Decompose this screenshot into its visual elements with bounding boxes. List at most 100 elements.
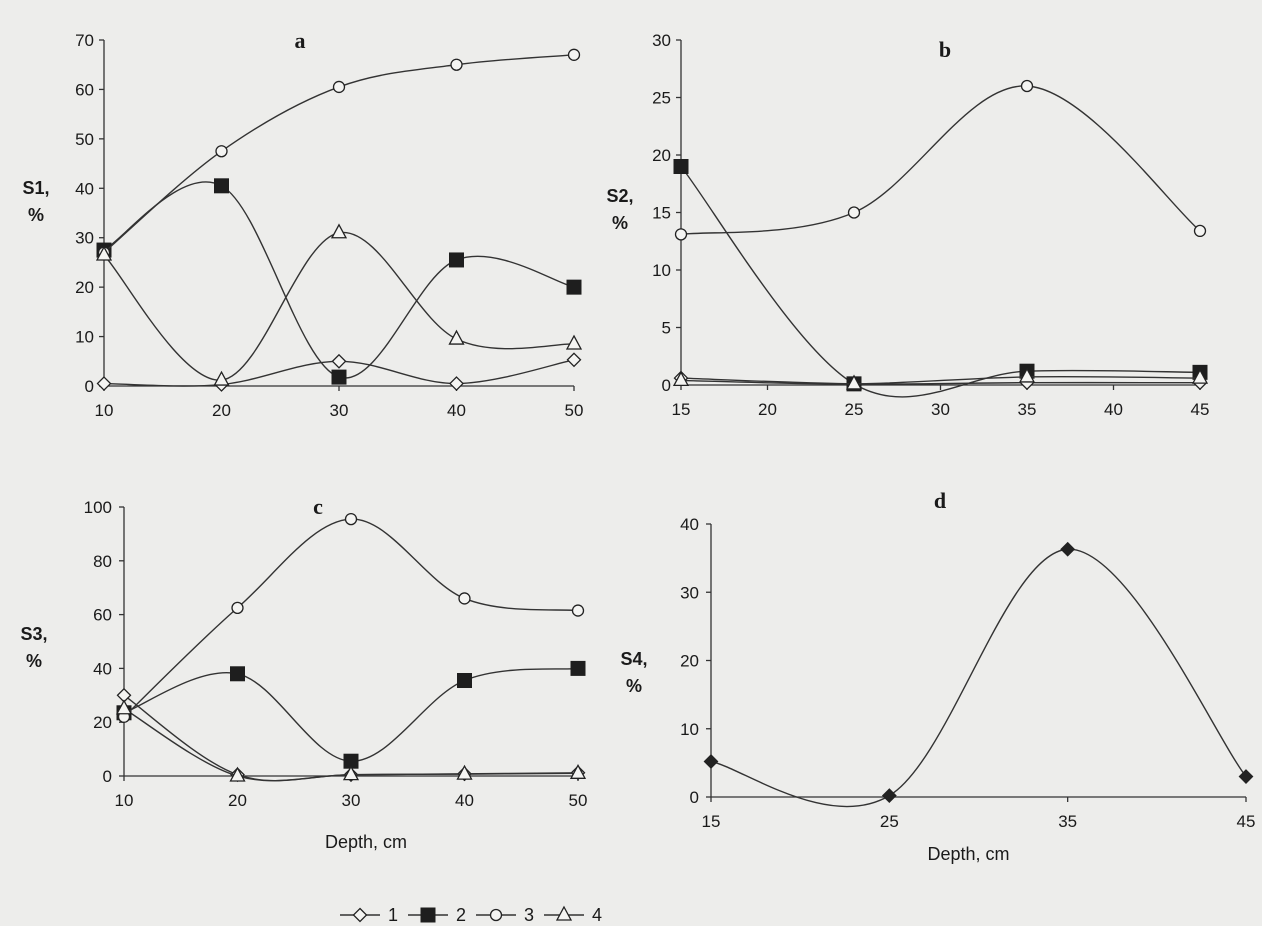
data-point-series-4 [569,763,587,779]
y-axis-title: S2, [606,186,633,206]
legend-marker [489,908,503,922]
y-axis-title: S4, [620,649,647,669]
series-line-4 [680,375,1201,385]
data-point-series-1 [449,376,464,391]
y-tick-label: 15 [652,204,671,223]
x-axis-title: Depth, cm [325,832,407,852]
x-tick-label: 15 [672,400,691,419]
data-point-series-1 [96,376,112,391]
y-tick-label: 70 [75,31,94,50]
panel-letter: a [295,28,306,53]
x-tick-label: 50 [569,791,588,810]
x-tick-label: 40 [455,791,474,810]
legend: 1 2 3 4 [340,905,602,925]
panel-letter: d [934,488,946,513]
data-point-series-4 [1191,368,1209,384]
y-tick-label: 20 [75,278,94,297]
data-point-series-2 [331,369,347,385]
y-tick-label: 20 [652,146,671,165]
data-point-series-3 [847,206,861,219]
data-point-series-4 [565,334,583,350]
x-tick-label: 20 [228,791,247,810]
panel-letter: b [939,37,951,62]
x-tick-label: 20 [758,400,777,419]
data-point-series-2 [673,159,689,174]
data-point-series-1 [566,352,582,368]
y-tick-label: 25 [652,89,671,108]
y-tick-label: 40 [75,179,94,198]
data-point-series-4 [456,764,473,780]
legend-label: 4 [592,905,602,925]
y-tick-label: 30 [680,583,699,602]
data-point-series-3 [571,604,585,617]
data-point-series-4 [448,329,465,345]
y-tick-label: 40 [680,515,699,534]
y-tick-label: 0 [103,767,112,786]
x-tick-label: 25 [880,812,899,831]
legend-label: 1 [388,905,398,925]
data-point-series-2 [566,279,582,295]
data-point-series-2 [214,178,229,194]
x-tick-label: 30 [931,400,950,419]
data-point-series-4 [342,765,360,781]
x-tick-label: 35 [1018,400,1037,419]
chart-panel-b: 0 5 10 15 20 25 30 15 20 25 30 35 40 45 b S2,% [606,31,1209,419]
data-point-series-main [703,754,719,769]
chart-panel-c: 0 20 40 60 80 100 10 20 30 40 50 c S3,% Depth, cm [20,494,587,852]
y-tick-label: 10 [75,328,94,347]
data-point-series-main [881,788,897,804]
data-point-series-main [1238,769,1254,784]
series-line-2 [123,667,579,762]
y-tick-label: 0 [662,376,671,395]
x-tick-label: 10 [115,791,134,810]
data-point-series-2 [230,666,245,682]
legend-label: 2 [456,905,466,925]
data-point-series-4 [672,371,690,387]
data-point-series-3 [450,58,463,71]
data-point-series-4 [95,245,113,261]
x-tick-label: 20 [212,401,231,420]
y-axis-title: % [626,676,642,696]
y-axis-title: S3, [20,624,47,644]
data-point-series-main [1060,541,1076,557]
y-tick-label: 60 [93,606,112,625]
data-point-series-3 [567,48,581,61]
series-line-3 [680,85,1201,236]
x-tick-label: 10 [95,401,114,420]
y-tick-label: 0 [85,377,94,396]
data-point-series-3 [332,80,346,94]
data-point-series-4 [1018,367,1036,383]
panel-letter: c [313,494,323,519]
data-point-series-4 [115,699,133,715]
y-tick-label: 5 [662,319,671,338]
legend-marker [420,907,436,923]
data-point-series-2 [449,252,464,268]
y-tick-label: 50 [75,130,94,149]
data-point-series-3 [674,228,688,241]
legend-label: 3 [524,905,534,925]
data-point-series-1 [331,353,347,369]
y-tick-label: 30 [652,31,671,50]
y-tick-label: 10 [680,720,699,739]
y-axis-title: % [28,205,44,225]
chart-panel-d: 0 10 20 30 40 15 25 35 45 d S4,% Depth, cm [620,488,1255,864]
x-tick-label: 40 [447,401,466,420]
y-tick-label: 80 [93,552,112,571]
x-tick-label: 40 [1104,400,1123,419]
y-tick-label: 60 [75,80,94,99]
x-tick-label: 45 [1191,400,1210,419]
data-point-series-4 [330,223,348,239]
x-axis-title: Depth, cm [927,844,1009,864]
series-line-3 [123,518,579,718]
legend-marker [352,907,368,923]
y-axis-title: % [26,651,42,671]
y-tick-label: 0 [690,788,699,807]
y-tick-label: 30 [75,229,94,248]
x-tick-label: 25 [845,400,864,419]
x-tick-label: 30 [330,401,349,420]
data-point-series-3 [1020,79,1034,93]
y-tick-label: 100 [84,498,112,517]
series-line-1 [680,377,1201,385]
